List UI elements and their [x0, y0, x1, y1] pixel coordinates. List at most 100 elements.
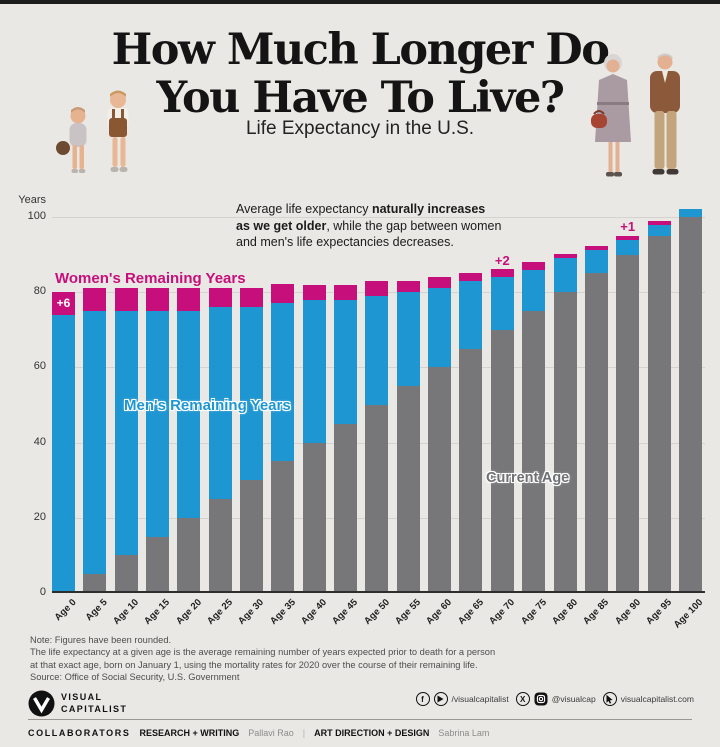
segment-men-remaining	[522, 270, 546, 311]
segment-men-remaining	[240, 307, 264, 480]
youtube-icon[interactable]	[433, 692, 448, 706]
facebook-glyph: f	[421, 694, 424, 704]
x-axis-label: Age 100	[671, 597, 706, 631]
bar-age-80: Age 80	[550, 193, 580, 627]
instagram-icon[interactable]	[534, 692, 548, 706]
legend-current-age: Current Age	[486, 470, 570, 486]
x-axis-label: Age 95	[644, 597, 674, 627]
collaborators-bar: COLLABORATORS RESEARCH + WRITING Pallavi…	[28, 728, 489, 738]
website-link[interactable]: visualcapitalist.com	[620, 694, 694, 704]
legend-women-remaining-years: Women's Remaining Years	[55, 270, 246, 287]
segment-current-age	[459, 349, 483, 593]
segment-women-remaining	[428, 277, 452, 288]
x-axis-label: Age 15	[142, 597, 173, 627]
children-figurines-image	[56, 90, 129, 173]
x-axis-label: Age 75	[518, 597, 549, 627]
x-axis-label: Age 25	[205, 597, 235, 627]
social-handle[interactable]: @visualcap	[551, 694, 596, 704]
segment-men-remaining	[271, 303, 295, 461]
x-axis-label: Age 10	[111, 597, 141, 627]
logo-line-1: VISUAL	[61, 692, 103, 703]
x-twitter-icon[interactable]: X	[515, 692, 530, 706]
segment-current-age	[396, 386, 420, 593]
segment-current-age	[334, 424, 358, 593]
bar-age-15: Age 15	[143, 193, 172, 627]
segment-men-remaining	[459, 281, 483, 349]
x-axis-label: Age 85	[581, 597, 612, 627]
annotation-text: Average life expectancy	[236, 202, 372, 216]
bar-age-0: Age 0 +6	[52, 193, 78, 623]
bar-age-65: Age 65	[456, 193, 486, 627]
social-handle[interactable]: /visualcapitalist	[451, 694, 509, 704]
x-axis-label: Age 45	[330, 597, 361, 627]
research-writing-role: RESEARCH + WRITING	[139, 728, 240, 738]
segment-current-age	[240, 480, 264, 593]
bar-age-85: Age 85	[581, 193, 611, 627]
bar-age-5: Age 5	[83, 193, 110, 623]
bar-age-35: Age 35	[268, 193, 298, 627]
segment-men-remaining	[83, 311, 107, 574]
x-axis-label: Age 80	[549, 597, 580, 627]
segment-women-remaining	[616, 236, 640, 240]
segment-women-remaining	[302, 285, 326, 300]
bar-age-40: Age 40	[299, 193, 329, 627]
segment-men-remaining	[428, 288, 452, 367]
page-title: How Much Longer Do You Have To Live?	[0, 26, 720, 122]
source-line: Source: Office of Social Security, U.S. …	[30, 671, 240, 682]
segment-current-age	[208, 499, 232, 593]
bar-age-50: Age 50	[362, 193, 392, 627]
title-line-2: You Have To Live?	[156, 73, 566, 123]
segment-current-age	[616, 255, 640, 593]
x-axis-label: Age 20	[173, 597, 204, 627]
cursor-icon[interactable]	[602, 692, 617, 706]
collaborators-separator: |	[302, 728, 306, 738]
bar-age-90: Age 90 +1	[613, 193, 643, 627]
stacked-bar-chart: Age 0 +6 Age 5 Age 10 Age 15 Age 20 Age 25 Age …	[52, 193, 705, 631]
segment-current-age	[83, 574, 107, 593]
segment-women-remaining	[52, 292, 75, 315]
segment-current-age	[365, 405, 389, 593]
segment-men-remaining	[146, 311, 170, 537]
elderly-couple-figurines-image	[591, 53, 680, 177]
segment-men-remaining	[114, 311, 138, 555]
y-tick-40: 40	[33, 435, 46, 448]
x-axis-label: Age 30	[236, 597, 267, 627]
segment-current-age	[678, 217, 702, 593]
segment-men-remaining	[177, 311, 201, 518]
bar-age-100: Age 100	[672, 193, 705, 631]
page-subtitle: Life Expectancy in the U.S.	[245, 118, 475, 139]
segment-women-remaining	[146, 288, 170, 311]
segment-current-age	[114, 555, 138, 593]
note-line: Note: Figures have been rounded.	[30, 635, 172, 645]
y-tick-20: 20	[33, 510, 46, 523]
segment-women-remaining	[83, 288, 107, 311]
x-axis-label: Age 40	[299, 597, 330, 627]
segment-men-remaining	[302, 300, 326, 443]
segment-women-remaining	[396, 281, 420, 292]
bar-age-30: Age 30	[237, 193, 266, 627]
legend-men-remaining-years: Men's Remaining Years	[124, 397, 291, 414]
segment-men-remaining	[52, 315, 75, 593]
logo-line-2: CAPITALIST	[61, 703, 128, 714]
segment-women-remaining	[114, 288, 138, 311]
segment-women-remaining	[240, 288, 264, 307]
social-group-fb-yt: f /visualcapitalist	[415, 692, 509, 706]
art-direction-name: Sabrina Lam	[438, 728, 490, 738]
x-axis-label: Age 5	[83, 597, 110, 624]
segment-men-remaining	[647, 225, 671, 236]
segment-women-remaining	[365, 281, 389, 296]
facebook-icon[interactable]: f	[415, 692, 430, 706]
top-border-strip	[0, 0, 720, 4]
x-axis-label: Age 65	[455, 597, 486, 627]
annotation-bold-text: naturally increases as we get older	[236, 202, 486, 233]
chart-annotation: Average life expectancy naturally increa…	[236, 201, 502, 251]
y-tick-60: 60	[33, 360, 46, 373]
segment-men-remaining	[584, 250, 608, 273]
visual-capitalist-logo: VISUAL CAPITALIST	[28, 690, 127, 717]
segment-men-remaining	[334, 300, 358, 424]
y-tick-0: 0	[39, 586, 46, 598]
segment-current-age	[490, 330, 514, 593]
segment-current-age	[522, 311, 546, 593]
segment-current-age	[428, 367, 452, 593]
